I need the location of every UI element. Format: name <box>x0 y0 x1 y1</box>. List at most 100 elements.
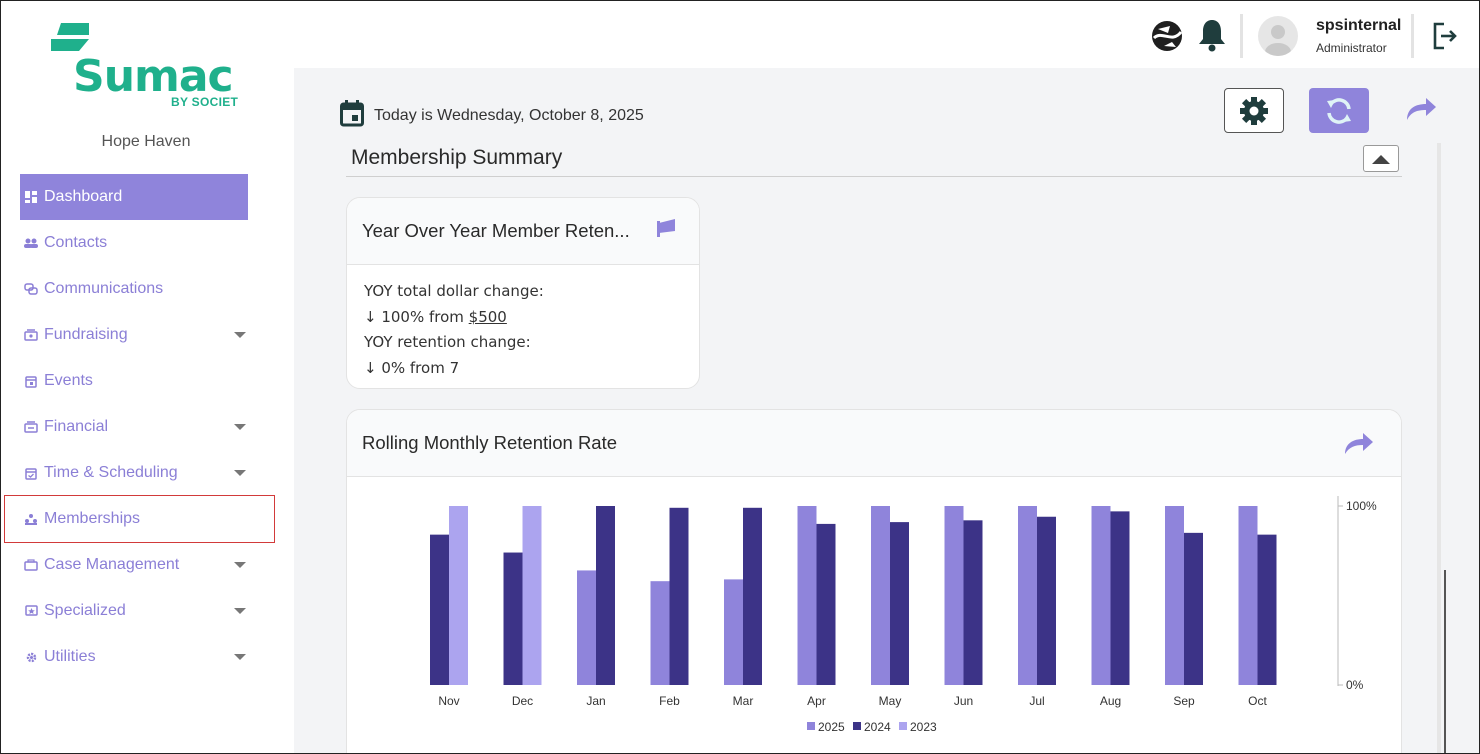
chevron-down-icon[interactable] <box>234 562 246 568</box>
sidebar-nav: Dashboard Contacts Communications Fundra… <box>4 174 280 680</box>
refresh-button[interactable] <box>1309 88 1369 133</box>
top-bar: spsinternal Administrator <box>294 1 1479 68</box>
utilities-icon <box>24 650 38 664</box>
logout-icon[interactable] <box>1432 22 1458 55</box>
globe-support-icon[interactable] <box>1150 20 1184 57</box>
yoy-dollar-label: YOY total dollar change: <box>364 282 544 300</box>
sumac-logo[interactable]: Sumac BY SOCIET <box>49 21 249 111</box>
bar-sep-2025 <box>1165 506 1184 685</box>
bar-apr-2024 <box>816 523 836 685</box>
divider <box>1240 14 1243 58</box>
bar-jan-2025 <box>577 570 596 685</box>
divider <box>1411 14 1414 58</box>
bar-dec-2024 <box>503 552 523 685</box>
share-icon[interactable] <box>1404 94 1438 127</box>
collapse-button[interactable] <box>1363 145 1399 172</box>
avatar-icon[interactable] <box>1258 16 1298 56</box>
scrollbar-track[interactable] <box>1437 143 1441 753</box>
bar-feb-2025 <box>650 581 670 685</box>
bar-may-2025 <box>871 506 890 685</box>
sidebar-item-dashboard[interactable]: Dashboard <box>20 174 248 220</box>
x-tick-label: Jul <box>1029 694 1044 708</box>
bar-dec-2023 <box>522 506 542 685</box>
sidebar-item-label: Case Management <box>44 556 180 573</box>
bar-feb-2024 <box>669 507 689 685</box>
legend-swatch <box>853 722 861 730</box>
y-tick-label: 0% <box>1346 678 1364 692</box>
card-title: Year Over Year Member Reten... <box>362 220 630 241</box>
user-name[interactable]: spsinternal <box>1316 17 1402 34</box>
chevron-down-icon[interactable] <box>234 470 246 476</box>
sidebar-item-label: Memberships <box>44 510 141 527</box>
bar-oct-2024 <box>1257 534 1277 685</box>
bell-icon[interactable] <box>1198 18 1226 57</box>
x-tick-label: Sep <box>1173 694 1195 708</box>
chevron-down-icon[interactable] <box>234 654 246 660</box>
sidebar-item-label: Utilities <box>44 648 96 665</box>
chevron-down-icon[interactable] <box>234 608 246 614</box>
case-management-icon <box>24 558 38 572</box>
date-row: Today is Wednesday, October 8, 2025 <box>340 100 644 132</box>
financial-icon <box>24 420 38 434</box>
sidebar-item-label: Contacts <box>44 234 108 251</box>
gear-icon <box>1240 96 1268 125</box>
card-header: Year Over Year Member Reten... <box>347 198 699 265</box>
retention-bar-chart: Nov Dec Jan Feb Mar Apr May Jun Jul Aug Sep Oct 100%… <box>430 496 1377 734</box>
bar-mar-2024 <box>743 507 762 685</box>
share-icon[interactable] <box>1343 430 1375 461</box>
organization-name: Hope Haven <box>101 133 191 150</box>
x-tick-label: Aug <box>1100 694 1121 708</box>
x-tick-label: Feb <box>659 694 680 708</box>
sidebar-item-time-scheduling[interactable]: Time & Scheduling <box>20 450 280 496</box>
sidebar-item-fundraising[interactable]: Fundraising <box>20 312 280 358</box>
bar-apr-2025 <box>797 506 817 685</box>
main-content: Today is Wednesday, October 8, 2025 <box>294 68 1479 754</box>
sidebar-item-events[interactable]: Events <box>20 358 280 404</box>
x-tick-label: May <box>879 694 902 708</box>
chevron-down-icon[interactable] <box>234 332 246 338</box>
calendar-check-icon <box>24 466 38 480</box>
yoy-retention-label: YOY retention change: <box>364 333 531 351</box>
bar-jul-2025 <box>1018 506 1037 685</box>
x-tick-label: Nov <box>438 694 459 708</box>
section-title: Membership Summary <box>351 146 563 169</box>
bar-aug-2025 <box>1091 506 1111 685</box>
sidebar-item-communications[interactable]: Communications <box>20 266 280 312</box>
bar-jun-2025 <box>944 506 964 685</box>
sidebar-item-label: Specialized <box>44 602 126 619</box>
sidebar-item-label: Dashboard <box>44 188 123 205</box>
yoy-dollar-change: ↓ 100% from <box>364 307 469 326</box>
today-date: Today is Wednesday, October 8, 2025 <box>374 107 644 124</box>
chevron-down-icon[interactable] <box>234 424 246 430</box>
contacts-icon <box>24 236 38 250</box>
sidebar-item-memberships[interactable]: Memberships <box>4 495 275 543</box>
events-icon <box>24 374 38 388</box>
card-title: Rolling Monthly Retention Rate <box>362 432 618 453</box>
sidebar-item-label: Time & Scheduling <box>44 464 178 481</box>
sidebar-item-financial[interactable]: Financial <box>20 404 280 450</box>
sidebar-item-contacts[interactable]: Contacts <box>20 220 280 266</box>
logo-subtext: BY SOCIET <box>171 95 239 109</box>
x-tick-label: Dec <box>512 694 533 708</box>
sidebar-item-case-management[interactable]: Case Management <box>20 542 280 588</box>
bar-nov-2023 <box>449 506 468 685</box>
divider <box>346 176 1402 177</box>
sidebar-item-utilities[interactable]: Utilities <box>20 634 280 680</box>
chevron-up-icon <box>1372 154 1390 164</box>
communications-icon <box>24 282 38 296</box>
legend-label: 2023 <box>910 720 937 734</box>
sidebar-item-specialized[interactable]: Specialized <box>20 588 280 634</box>
bar-jul-2024 <box>1037 516 1056 685</box>
yoy-body: YOY total dollar change: ↓ 100% from $50… <box>347 265 699 388</box>
bar-aug-2024 <box>1110 511 1130 685</box>
legend-label: 2024 <box>864 720 891 734</box>
x-tick-label: Jan <box>586 694 605 708</box>
sidebar-item-label: Events <box>44 372 93 389</box>
legend-swatch <box>899 722 907 730</box>
settings-button[interactable] <box>1224 88 1284 133</box>
sidebar-item-label: Fundraising <box>44 326 128 343</box>
yoy-dollar-value: ↓ 100% from $500 <box>364 305 682 331</box>
scrollbar-thumb[interactable] <box>1444 570 1446 753</box>
flag-icon[interactable] <box>657 219 677 242</box>
yoy-dollar-amount-link[interactable]: $500 <box>468 307 507 326</box>
